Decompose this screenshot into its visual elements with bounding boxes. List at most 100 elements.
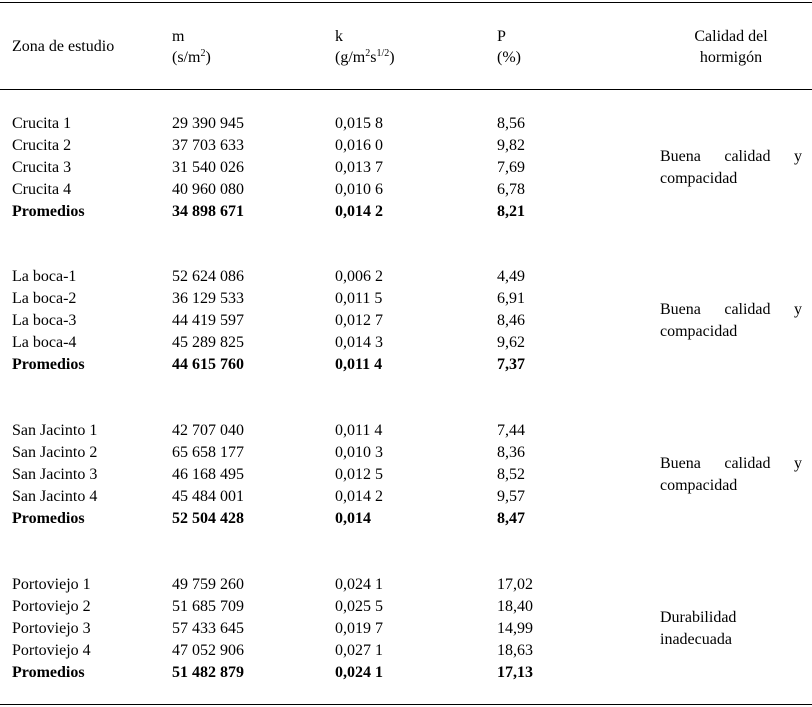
cell-p: 7,69 (497, 159, 525, 176)
cell-p: 8,46 (497, 312, 525, 329)
cell-k: 0,006 2 (335, 268, 383, 285)
quality-cell: Buena calidad y compacidad (660, 146, 802, 190)
cell-zona: Portoviejo 3 (12, 620, 91, 637)
header-calidad-line1: Calidad del (694, 28, 768, 45)
header-zona: Zona de estudio (12, 38, 115, 55)
cell-zona: San Jacinto 3 (12, 466, 98, 483)
header-p-label: P (497, 28, 506, 45)
quality-line: inadecuada (660, 631, 732, 648)
cell-m: 36 129 533 (172, 290, 244, 307)
cell-m: 40 960 080 (172, 181, 244, 198)
cell-zona: La boca-3 (12, 312, 77, 329)
cell-zona: La boca-2 (12, 290, 77, 307)
cell-m: 49 759 260 (172, 576, 244, 593)
cell-k: 0,011 5 (335, 290, 383, 307)
cell-k: 0,010 6 (335, 181, 383, 198)
header-k-label: k (335, 28, 343, 45)
quality-cell: Buena calidad y compacidad (660, 299, 802, 343)
header-m-unit: (s/m2) (172, 48, 211, 67)
cell-p: 7,37 (497, 356, 525, 373)
cell-k: 0,024 1 (335, 664, 383, 681)
cell-zona: Promedios (12, 356, 85, 373)
cell-p: 6,91 (497, 290, 525, 307)
cell-p: 17,13 (497, 664, 533, 681)
cell-p: 4,49 (497, 268, 525, 285)
cell-zona: San Jacinto 2 (12, 444, 98, 461)
cell-m: 51 685 709 (172, 598, 244, 615)
cell-k: 0,014 2 (335, 488, 383, 505)
cell-zona: Portoviejo 1 (12, 576, 91, 593)
header-m-label: m (172, 28, 185, 45)
cell-m: 47 052 906 (172, 642, 244, 659)
cell-zona: San Jacinto 4 (12, 488, 98, 505)
quality-line: compacidad (660, 477, 738, 494)
cell-p: 14,99 (497, 620, 533, 637)
header-rule (0, 89, 812, 90)
cell-p: 6,78 (497, 181, 525, 198)
cell-p: 9,57 (497, 488, 525, 505)
cell-m: 34 898 671 (172, 203, 244, 220)
cell-p: 18,40 (497, 598, 533, 615)
quality-cell: Durabilidad inadecuada (660, 607, 802, 651)
cell-zona: Promedios (12, 510, 85, 527)
header-k-unit: (g/m2s1/2) (335, 48, 395, 67)
cell-k: 0,014 2 (335, 203, 383, 220)
cell-m: 46 168 495 (172, 466, 244, 483)
cell-m: 42 707 040 (172, 422, 244, 439)
quality-line: compacidad (660, 170, 738, 187)
cell-k: 0,013 7 (335, 159, 383, 176)
header-m: m (s/m2) (172, 26, 211, 68)
cell-p: 9,62 (497, 334, 525, 351)
cell-k: 0,012 5 (335, 466, 383, 483)
cell-m: 44 615 760 (172, 356, 244, 373)
cell-m: 52 624 086 (172, 268, 244, 285)
header-calidad: Calidad del hormigón (660, 26, 802, 68)
cell-p: 8,36 (497, 444, 525, 461)
cell-k: 0,016 0 (335, 137, 383, 154)
cell-k: 0,024 1 (335, 576, 383, 593)
cell-zona: San Jacinto 1 (12, 422, 98, 439)
cell-zona: Crucita 4 (12, 181, 72, 198)
cell-zona: Promedios (12, 203, 85, 220)
cell-p: 8,56 (497, 115, 525, 132)
cell-zona: Crucita 3 (12, 159, 72, 176)
cell-k: 0,014 (335, 510, 371, 527)
quality-line: Durabilidad (660, 609, 737, 626)
quality-line: compacidad (660, 323, 738, 340)
cell-p: 8,21 (497, 203, 525, 220)
cell-p: 9,82 (497, 137, 525, 154)
cell-m: 51 482 879 (172, 664, 244, 681)
cell-p: 8,52 (497, 466, 525, 483)
cell-m: 52 504 428 (172, 510, 244, 527)
cell-m: 44 419 597 (172, 312, 244, 329)
cell-p: 17,02 (497, 576, 533, 593)
cell-zona: Portoviejo 2 (12, 598, 91, 615)
header-calidad-line2: hormigón (699, 49, 763, 66)
cell-zona: La boca-1 (12, 268, 77, 285)
cell-m: 37 703 633 (172, 137, 244, 154)
header-p: P (%) (497, 26, 521, 68)
cell-m: 65 658 177 (172, 444, 244, 461)
cell-p: 7,44 (497, 422, 525, 439)
cell-m: 45 484 001 (172, 488, 244, 505)
cell-zona: Crucita 1 (12, 115, 72, 132)
bottom-rule (0, 704, 812, 705)
cell-k: 0,012 7 (335, 312, 383, 329)
cell-k: 0,014 3 (335, 334, 383, 351)
cell-k: 0,011 4 (335, 422, 383, 439)
quality-line: Buena calidad y (660, 148, 802, 165)
quality-line: Buena calidad y (660, 455, 802, 472)
quality-cell: Buena calidad y compacidad (660, 453, 802, 497)
cell-k: 0,025 5 (335, 598, 383, 615)
cell-k: 0,010 3 (335, 444, 383, 461)
top-rule (0, 2, 812, 3)
cell-k: 0,011 4 (335, 356, 383, 373)
cell-m: 29 390 945 (172, 115, 244, 132)
header-k: k (g/m2s1/2) (335, 26, 395, 68)
cell-m: 45 289 825 (172, 334, 244, 351)
cell-p: 8,47 (497, 510, 525, 527)
quality-line: Buena calidad y (660, 301, 802, 318)
cell-m: 57 433 645 (172, 620, 244, 637)
header-p-unit: (%) (497, 49, 521, 66)
cell-k: 0,015 8 (335, 115, 383, 132)
